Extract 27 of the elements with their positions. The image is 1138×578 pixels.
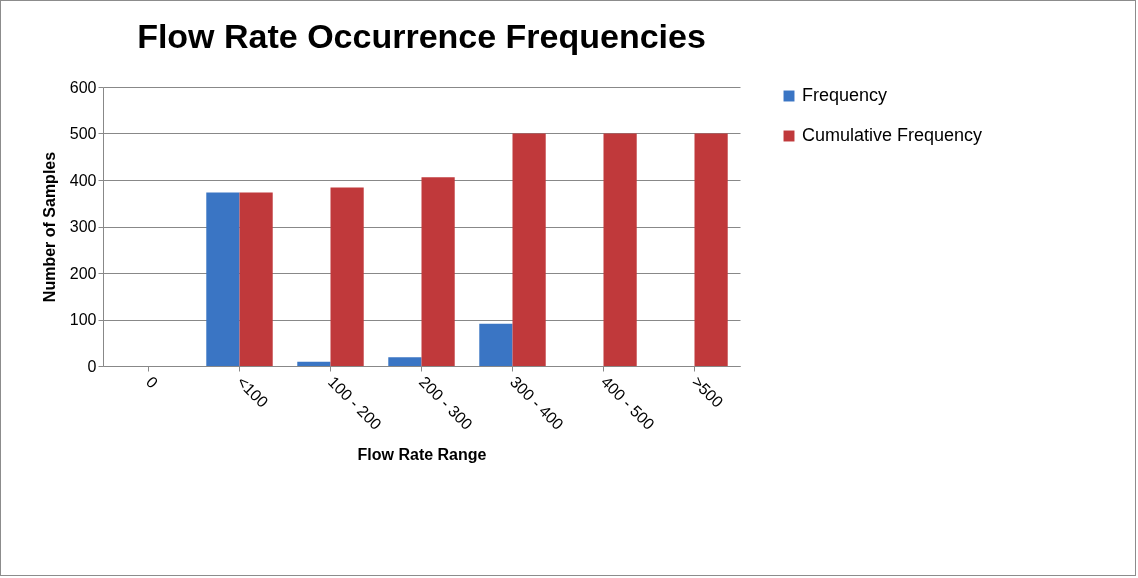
- x-tick-label: 300 - 400: [506, 373, 567, 434]
- x-tick-label: 100 - 200: [324, 373, 385, 434]
- x-tick-label: 0: [142, 373, 162, 392]
- bar: [206, 192, 240, 366]
- legend-label: Frequency: [802, 85, 888, 105]
- legend-label: Cumulative Frequency: [802, 125, 983, 145]
- bar: [388, 357, 422, 366]
- y-tick-label: 0: [87, 357, 97, 375]
- y-tick-label: 300: [69, 218, 97, 235]
- x-tick-label: 200 - 300: [415, 373, 476, 434]
- bar: [479, 323, 513, 366]
- y-axis-title: Number of Samples: [40, 151, 58, 303]
- chart-title: Flow Rate Occurrence Frequencies: [137, 17, 706, 55]
- x-tick-label: 400 - 500: [597, 373, 658, 434]
- bar: [694, 133, 728, 366]
- bar: [421, 177, 455, 366]
- y-tick-label: 100: [69, 311, 97, 328]
- y-tick-label: 200: [69, 264, 97, 282]
- bar: [297, 361, 331, 366]
- y-tick-label: 500: [69, 125, 97, 142]
- x-axis-title: Flow Rate Range: [357, 445, 487, 463]
- y-tick-label: 600: [69, 78, 97, 96]
- bar: [603, 133, 637, 366]
- bar: [512, 133, 546, 366]
- bar: [239, 192, 273, 366]
- bar: [330, 187, 364, 366]
- y-tick-label: 400: [69, 171, 97, 189]
